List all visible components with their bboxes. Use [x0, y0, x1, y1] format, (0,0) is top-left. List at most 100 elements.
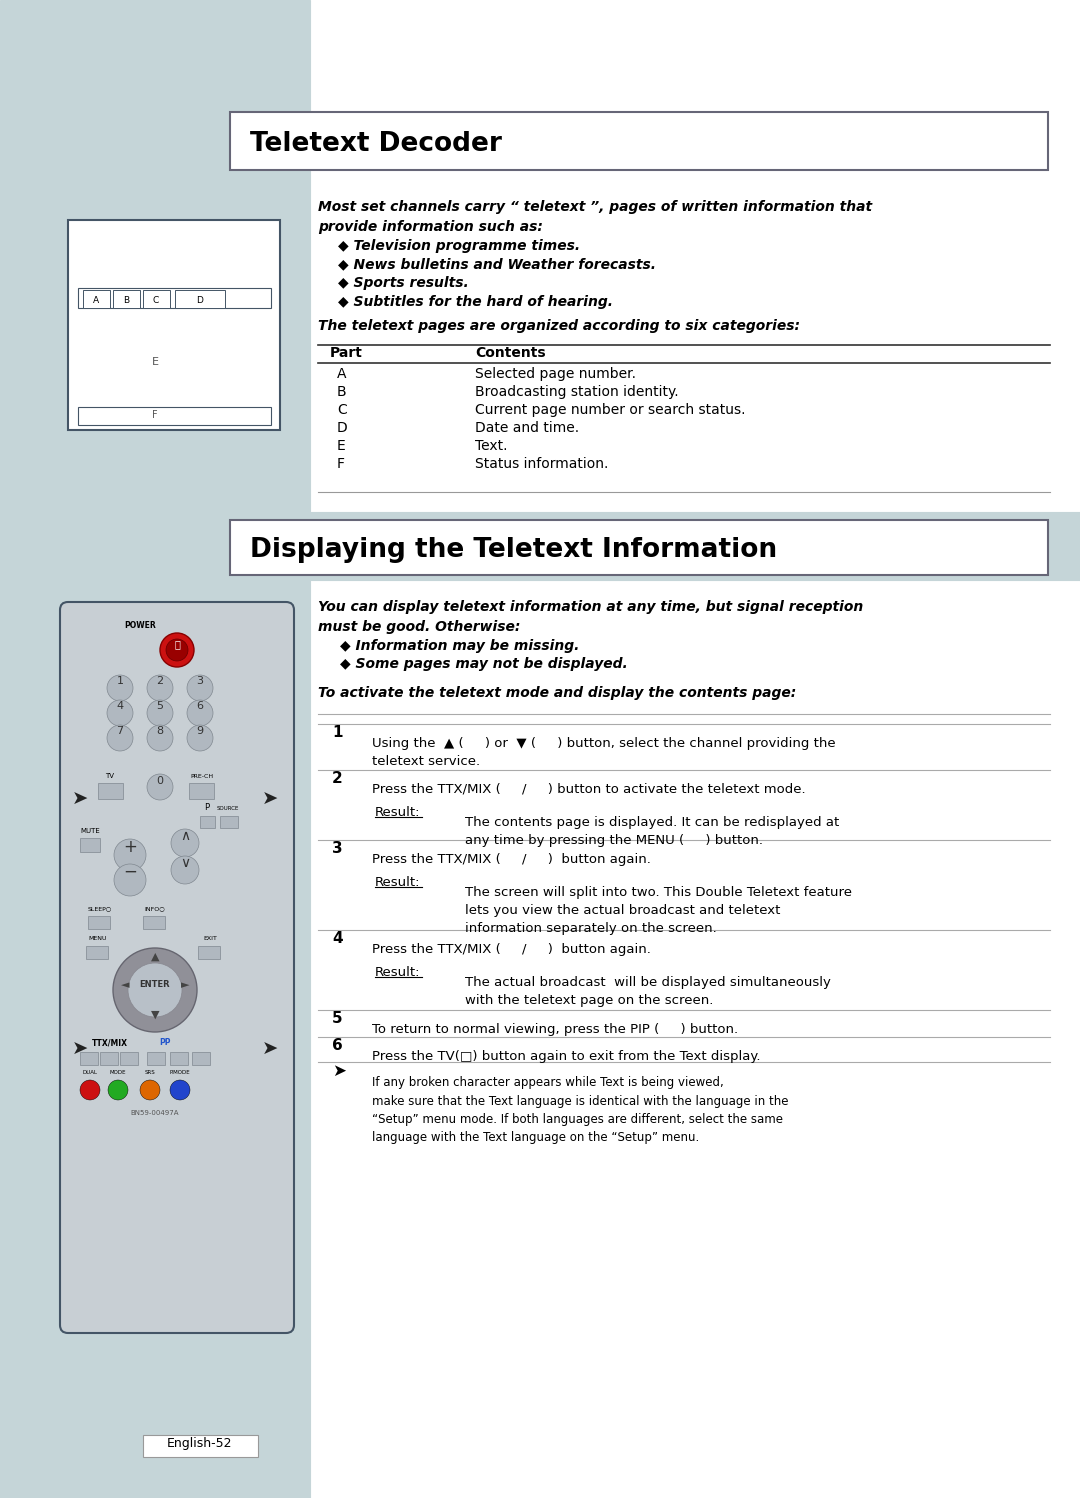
Text: Press the TTX/MIX (     /     ) button to activate the teletext mode.: Press the TTX/MIX ( / ) button to activa… — [372, 783, 806, 795]
Text: Current page number or search status.: Current page number or search status. — [475, 403, 745, 416]
Text: TV: TV — [106, 773, 114, 779]
Text: Status information.: Status information. — [475, 457, 608, 470]
Text: The actual broadcast  will be displayed simultaneously
with the teletext page on: The actual broadcast will be displayed s… — [465, 977, 831, 1007]
Text: Selected page number.: Selected page number. — [475, 367, 636, 380]
Bar — [87, 915, 110, 929]
Text: ◆ Television programme times.: ◆ Television programme times. — [338, 240, 580, 253]
Text: To activate the teletext mode and display the contents page:: To activate the teletext mode and displa… — [318, 686, 796, 700]
Text: You can display teletext information at any time, but signal reception
must be g: You can display teletext information at … — [318, 601, 863, 634]
Text: 3: 3 — [332, 840, 342, 855]
Text: E: E — [337, 439, 346, 452]
Bar — [80, 837, 100, 852]
Circle shape — [107, 676, 133, 701]
Circle shape — [107, 725, 133, 750]
Text: The screen will split into two. This Double Teletext feature
lets you view the a: The screen will split into two. This Dou… — [465, 885, 852, 935]
Circle shape — [140, 1080, 160, 1100]
Text: English-52: English-52 — [167, 1437, 233, 1450]
Circle shape — [147, 725, 173, 750]
Text: ▼: ▼ — [151, 1010, 159, 1020]
Bar — [200, 816, 215, 828]
Text: F: F — [337, 457, 345, 470]
Bar — [143, 1435, 258, 1458]
Text: BN59-00497A: BN59-00497A — [131, 1110, 179, 1116]
Text: SOURCE: SOURCE — [217, 806, 239, 810]
Text: TTX/MIX: TTX/MIX — [92, 1038, 129, 1047]
Bar — [80, 1052, 98, 1065]
Circle shape — [170, 1080, 190, 1100]
Bar — [192, 1052, 210, 1065]
Text: P: P — [204, 803, 210, 812]
Bar — [230, 112, 1048, 169]
Text: 2: 2 — [157, 676, 163, 686]
Circle shape — [147, 676, 173, 701]
Text: Result:: Result: — [375, 806, 420, 819]
FancyBboxPatch shape — [60, 602, 294, 1333]
Text: Teletext Decoder: Teletext Decoder — [249, 130, 502, 157]
Bar — [143, 915, 165, 929]
Text: MODE: MODE — [110, 1070, 126, 1076]
Bar — [100, 1052, 118, 1065]
Bar — [78, 288, 271, 309]
Bar — [147, 1052, 165, 1065]
Text: 7: 7 — [117, 727, 123, 736]
Text: Contents: Contents — [475, 346, 545, 360]
Text: Broadcasting station identity.: Broadcasting station identity. — [475, 385, 678, 398]
Text: 2: 2 — [332, 771, 342, 786]
Bar — [68, 220, 280, 430]
Text: 1: 1 — [332, 725, 342, 740]
Text: ►: ► — [180, 980, 189, 990]
Text: Press the TTX/MIX (     /     )  button again.: Press the TTX/MIX ( / ) button again. — [372, 852, 651, 866]
Text: ⏻: ⏻ — [174, 640, 180, 649]
Text: E: E — [151, 357, 159, 367]
Bar — [86, 947, 108, 959]
Text: 1: 1 — [117, 676, 123, 686]
Circle shape — [107, 700, 133, 727]
Text: Displaying the Teletext Information: Displaying the Teletext Information — [249, 536, 778, 563]
Text: C: C — [337, 403, 347, 416]
Bar — [170, 1052, 188, 1065]
Text: 4: 4 — [332, 930, 342, 947]
Text: The contents page is displayed. It can be redisplayed at
any time by pressing th: The contents page is displayed. It can b… — [465, 816, 839, 846]
Circle shape — [166, 640, 188, 661]
Text: INFO○: INFO○ — [145, 906, 165, 911]
Text: 4: 4 — [117, 701, 123, 712]
Text: POWER: POWER — [124, 622, 156, 631]
Text: The teletext pages are organized according to six categories:: The teletext pages are organized accordi… — [318, 319, 800, 333]
Text: A: A — [93, 297, 99, 306]
Circle shape — [108, 1080, 129, 1100]
Text: Most set channels carry “ teletext ”, pages of written information that
provide : Most set channels carry “ teletext ”, pa… — [318, 201, 873, 234]
Circle shape — [114, 839, 146, 870]
Text: MUTE: MUTE — [80, 828, 99, 834]
Circle shape — [147, 774, 173, 800]
Text: Text.: Text. — [475, 439, 508, 452]
Text: 9: 9 — [197, 727, 203, 736]
Text: −: − — [123, 863, 137, 881]
Text: ➤: ➤ — [72, 1040, 89, 1059]
Bar — [0, 512, 1080, 580]
Text: 6: 6 — [332, 1038, 342, 1053]
Bar — [0, 0, 310, 1498]
Text: C: C — [153, 297, 159, 306]
Text: B: B — [337, 385, 347, 398]
Text: D: D — [337, 421, 348, 434]
Text: ➤: ➤ — [261, 789, 278, 809]
Text: If any broken character appears while Text is being viewed,
make sure that the T: If any broken character appears while Te… — [372, 1076, 788, 1144]
Circle shape — [113, 948, 197, 1032]
Text: EXIT: EXIT — [203, 936, 217, 941]
Text: ◆ Some pages may not be displayed.: ◆ Some pages may not be displayed. — [340, 658, 627, 671]
Text: Press the TTX/MIX (     /     )  button again.: Press the TTX/MIX ( / ) button again. — [372, 944, 651, 956]
Text: To return to normal viewing, press the PIP (     ) button.: To return to normal viewing, press the P… — [372, 1023, 738, 1037]
Text: +: + — [123, 837, 137, 855]
Bar — [189, 783, 214, 798]
Text: ➤: ➤ — [332, 1062, 346, 1080]
Text: 6: 6 — [197, 701, 203, 712]
Text: 5: 5 — [157, 701, 163, 712]
Text: SLEEP○: SLEEP○ — [87, 906, 112, 911]
Text: Part: Part — [330, 346, 363, 360]
Circle shape — [147, 700, 173, 727]
Text: 5: 5 — [332, 1011, 342, 1026]
Bar — [230, 520, 1048, 575]
Text: ◆ Subtitles for the hard of hearing.: ◆ Subtitles for the hard of hearing. — [338, 295, 613, 309]
Bar — [120, 1052, 138, 1065]
Circle shape — [187, 700, 213, 727]
